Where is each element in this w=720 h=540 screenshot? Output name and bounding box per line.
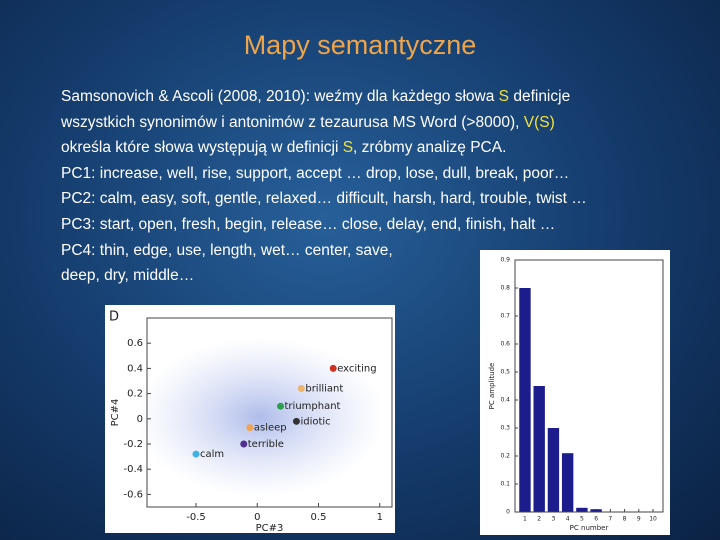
x-tick-label: 5 (580, 516, 584, 523)
point (192, 450, 200, 458)
bar (590, 509, 602, 512)
highlight-text: S (498, 88, 510, 105)
y-tick-label: 0.7 (500, 313, 510, 320)
y-axis-label: PC#4 (110, 399, 121, 427)
y-tick-label: 0.9 (500, 257, 510, 264)
x-tick-label: 1 (523, 516, 527, 523)
x-tick-label: 3 (552, 516, 556, 523)
text-segment: PC3: start, open, fresh, begin, release…… (61, 215, 556, 233)
y-tick-label: 0.1 (500, 481, 510, 488)
x-tick-label: 6 (594, 516, 598, 523)
text-line: PC3: start, open, fresh, begin, release…… (61, 212, 587, 238)
bar (533, 386, 545, 512)
text-line: PC2: calm, easy, soft, gentle, relaxed… … (61, 186, 587, 212)
y-tick-label: 0 (137, 414, 143, 425)
point-label: asleep (254, 423, 287, 434)
text-line: PC4: thin, edge, use, length, wet… cente… (61, 238, 587, 264)
y-tick-label: 0.8 (500, 285, 510, 292)
text-segment: definicje (509, 88, 571, 105)
point (329, 364, 337, 372)
text-line: PC1: increase, well, rise, support, acce… (61, 161, 587, 187)
bar (547, 428, 560, 512)
panel-label: D (109, 310, 119, 325)
y-tick-label: 0.2 (500, 453, 510, 460)
x-axis-label: PC#3 (256, 523, 284, 533)
x-tick-label: 9 (637, 516, 641, 523)
point (297, 385, 305, 393)
text-segment: PC2: calm, easy, soft, gentle, relaxed… … (61, 190, 587, 208)
x-tick-label: 8 (623, 516, 627, 523)
x-tick-label: 7 (608, 516, 612, 523)
x-tick-label: 1 (377, 512, 383, 523)
point-label: calm (200, 449, 224, 460)
bar (561, 453, 574, 512)
y-tick-label: 0.2 (127, 389, 143, 400)
point (240, 440, 248, 448)
slide-title: Mapy semantyczne (243, 30, 477, 60)
point-label: idiotic (300, 416, 330, 427)
point (277, 402, 285, 410)
point-label: triumphant (285, 401, 341, 412)
y-tick-label: -0.6 (123, 489, 143, 500)
text-segment: PC1: increase, well, rise, support, acce… (61, 164, 570, 182)
y-tick-label: 0.6 (500, 341, 510, 348)
y-tick-label: 0 (506, 509, 510, 516)
plot-frame (514, 259, 664, 513)
text-segment: określa które słowa występują w definicj… (61, 139, 343, 157)
x-tick-label: -0.5 (186, 512, 206, 523)
point (292, 417, 300, 425)
highlight-text: V(S) (523, 113, 555, 131)
text-line: Samsonovich & Ascoli (2008, 2010): weźmy… (61, 84, 587, 110)
x-tick-label: 0 (254, 512, 260, 523)
y-tick-label: 0.4 (127, 363, 143, 374)
text-segment: , zróbmy analizę PCA. (353, 139, 507, 157)
bar (519, 288, 531, 512)
text-segment: deep, dry, middle… (61, 267, 195, 285)
highlight-text: S (342, 139, 354, 157)
background-cloud (135, 337, 385, 497)
bar-chart: 0 0.1 0.2 0.3 0.4 0.5 0.6 0.7 0.8 0.9 1 2 3 4 5 6 7 8 9 10 P… (480, 250, 670, 535)
text-segment: wszystkich synonimów i antonimów z tezau… (61, 113, 524, 131)
slide-body: Samsonovich & Ascoli (2008, 2010): weźmy… (61, 84, 587, 289)
x-tick-label: 2 (537, 516, 541, 523)
text-segment: PC4: thin, edge, use, length, wet… cente… (61, 241, 393, 259)
bar (576, 507, 588, 512)
text-line: wszystkich synonimów i antonimów z tezau… (61, 110, 587, 136)
x-tick-label: 0.5 (311, 512, 327, 523)
y-tick-label: -0.4 (123, 464, 143, 475)
point (246, 424, 254, 432)
y-tick-label: 0.5 (500, 369, 510, 376)
x-tick-label: 10 (649, 516, 657, 523)
point-label: brilliant (305, 384, 343, 395)
y-tick-label: -0.2 (123, 439, 143, 450)
plot-frame (146, 317, 393, 508)
x-axis-label: PC number (570, 524, 609, 532)
point-label: terrible (248, 439, 284, 450)
scatter-chart: D -0.5 0 0.5 1 -0.6 -0.4 -0.2 0 0.2 0.4 0.6 PC#3 PC#4… (105, 305, 395, 533)
x-tick-label: 4 (566, 516, 570, 523)
text-line: określa które słowa występują w definicj… (61, 135, 587, 161)
y-tick-label: 0.3 (500, 425, 510, 432)
y-tick-label: 0.4 (500, 397, 510, 404)
point-label: exciting (337, 363, 376, 374)
y-tick-label: 0.6 (127, 338, 143, 349)
text-segment: Samsonovich & Ascoli (2008, 2010): weźmy… (61, 88, 499, 105)
text-line: deep, dry, middle… (61, 263, 587, 289)
y-axis-label: PC amplitude (488, 363, 496, 410)
